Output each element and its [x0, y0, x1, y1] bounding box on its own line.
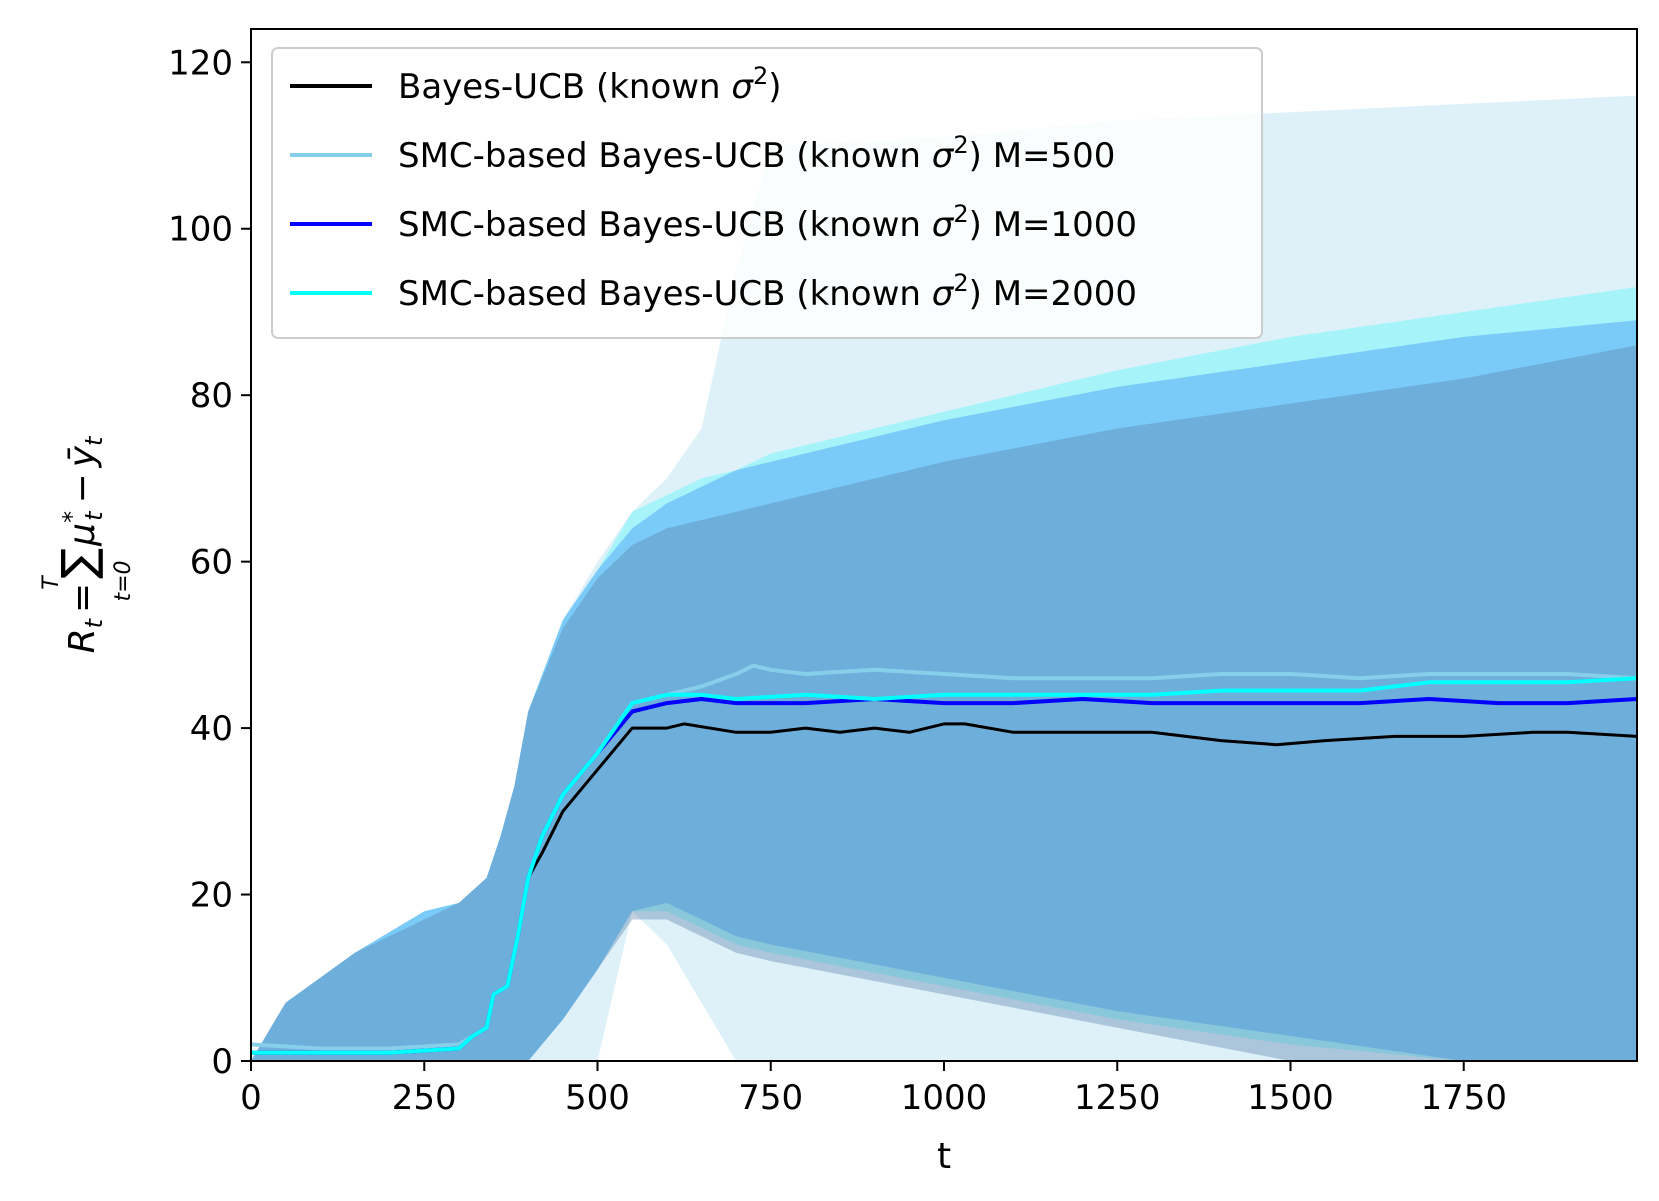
svg-text:Rt=∑μ*t−ȳt: Rt=∑μ*t−ȳt: [51, 435, 108, 653]
ylabel-y-sub: t: [80, 435, 108, 446]
y-axis-ticks: 0 20 40 60 80 100 120: [168, 43, 251, 1082]
y-tick-label: 20: [190, 876, 233, 916]
y-tick-label: 120: [168, 43, 233, 83]
ylabel-eq: =: [62, 583, 103, 613]
ylabel-lhs: R: [62, 628, 103, 653]
series-lines: [251, 663, 1637, 1055]
y-tick-label: 80: [190, 376, 233, 416]
ylabel-y: ȳ: [62, 445, 103, 468]
x-tick-label: 1250: [1074, 1078, 1161, 1118]
y-axis-label: Rt=∑μ*t−ȳt T t=0: [39, 435, 136, 653]
ylabel-minus: −: [62, 473, 103, 503]
ylabel-mu-sup: *: [58, 511, 86, 523]
ylabel-sum-upper: T: [39, 575, 64, 590]
x-tick-label: 1500: [1247, 1078, 1334, 1118]
x-tick-label: 0: [240, 1078, 262, 1118]
x-axis-label: t: [937, 1136, 951, 1177]
ylabel-sum-lower: t=0: [111, 560, 136, 601]
y-tick-label: 0: [211, 1042, 233, 1082]
legend-entry-label: SMC-based Bayes-UCB (known σ2) M=1000: [398, 200, 1137, 245]
x-tick-label: 1750: [1420, 1078, 1507, 1118]
series-line-4: [251, 676, 1637, 1055]
y-tick-label: 100: [168, 210, 233, 250]
band-m-500: [251, 95, 1637, 1061]
band-m-1000: [251, 320, 1637, 1061]
x-tick-label: 750: [738, 1078, 803, 1118]
x-tick-label: 500: [565, 1078, 630, 1118]
y-tick-label: 60: [190, 543, 233, 583]
legend-entry-label: Bayes-UCB (known σ2): [398, 62, 782, 107]
x-tick-label: 250: [392, 1078, 457, 1118]
legend: Bayes-UCB (known σ2) SMC-based Bayes-UCB …: [271, 47, 1263, 339]
ylabel-sum: ∑: [51, 548, 105, 579]
ylabel-mu-sub: t: [80, 510, 108, 521]
legend-entry-label: SMC-based Bayes-UCB (known σ2) M=2000: [398, 269, 1137, 314]
ylabel-mu: μ: [62, 523, 103, 547]
legend-box: [271, 47, 1263, 339]
x-axis-ticks: 0 250 500 750 1000 1250 1500 1750: [240, 1061, 1507, 1118]
x-tick-label: 1000: [901, 1078, 988, 1118]
ylabel-lhs-sub: t: [80, 617, 108, 628]
y-tick-label: 40: [190, 709, 233, 749]
legend-entry-label: SMC-based Bayes-UCB (known σ2) M=500: [398, 131, 1115, 176]
